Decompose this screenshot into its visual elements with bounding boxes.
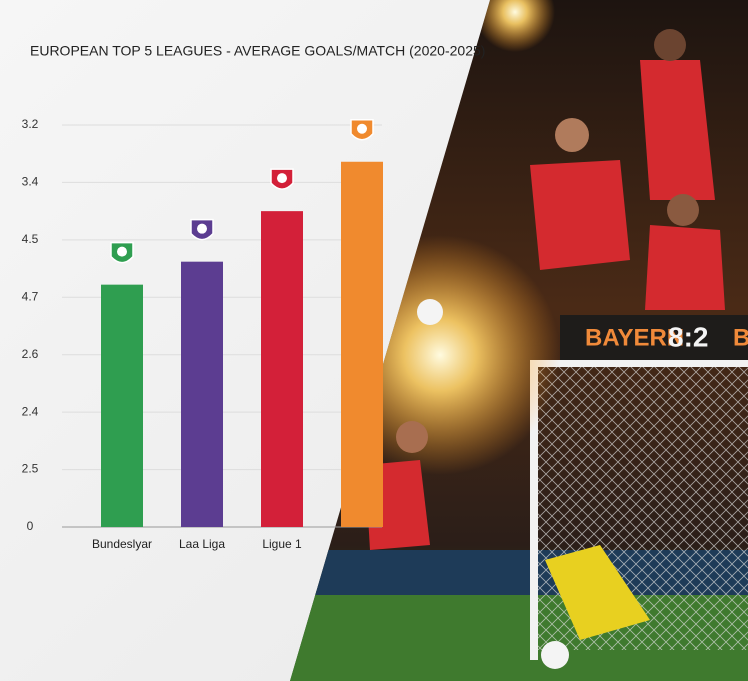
y-tick-label: 2.5 xyxy=(22,462,39,476)
y-tick-label: 4.5 xyxy=(22,232,39,246)
y-tick-label: 0 xyxy=(27,519,34,533)
bar xyxy=(261,211,303,527)
x-tick-label: Bundeslyar xyxy=(92,537,152,551)
photo: BAYERN 8:2 B xyxy=(290,0,748,681)
y-tick-label: 2.6 xyxy=(22,347,39,361)
scoreboard-team: BAYERN xyxy=(585,324,684,351)
x-tick-label: Laa Liga xyxy=(179,537,225,551)
y-tick-label: 3.2 xyxy=(22,117,39,131)
scoreboard-team-2: B xyxy=(733,324,748,351)
league-logo-detail xyxy=(117,246,127,257)
scoreboard-score: 8:2 xyxy=(668,321,708,352)
league-logo-detail xyxy=(357,123,367,134)
bar xyxy=(101,284,143,527)
bar xyxy=(181,261,223,527)
bar xyxy=(341,161,383,528)
y-tick-label: 4.7 xyxy=(22,289,39,303)
y-tick-label: 3.4 xyxy=(22,175,39,189)
league-logo-detail xyxy=(277,173,287,184)
x-tick-label: Ligue 1 xyxy=(262,537,302,551)
league-logo-detail xyxy=(197,223,207,234)
y-tick-label: 2.4 xyxy=(22,404,39,418)
chart-title: EUROPEAN TOP 5 LEAGUES - AVERAGE GOALS/M… xyxy=(30,43,485,59)
